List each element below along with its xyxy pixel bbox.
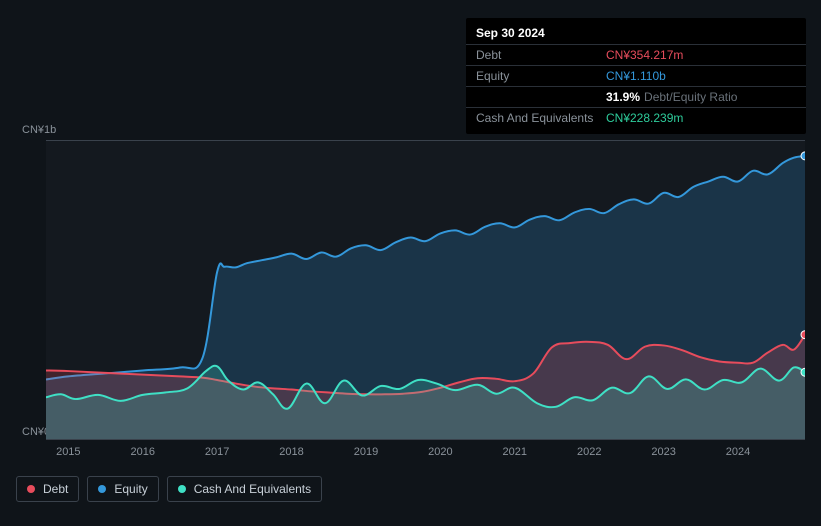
- tooltip-label-debt: Debt: [476, 48, 606, 62]
- tooltip-date: Sep 30 2024: [466, 24, 806, 44]
- x-tick: 2016: [130, 446, 154, 458]
- tooltip-value-ratio-label: Debt/Equity Ratio: [644, 90, 737, 104]
- series-svg: [46, 141, 805, 439]
- x-tick: 2019: [354, 446, 378, 458]
- x-axis-ticks: 2015 2016 2017 2018 2019 2020 2021 2022 2023 2024: [46, 446, 805, 466]
- x-tick: 2021: [503, 446, 527, 458]
- x-tick: 2020: [428, 446, 452, 458]
- tooltip-label-equity: Equity: [476, 69, 606, 83]
- tooltip-row-debt: Debt CN¥354.217m: [466, 44, 806, 65]
- x-tick: 2022: [577, 446, 601, 458]
- x-tick: 2017: [205, 446, 229, 458]
- tooltip-label-ratio: [476, 90, 606, 104]
- y-axis-label-top: CN¥1b: [22, 124, 56, 136]
- legend-item-debt[interactable]: Debt: [16, 476, 79, 502]
- legend: Debt Equity Cash And Equivalents: [16, 476, 322, 502]
- legend-label-equity: Equity: [114, 482, 147, 496]
- tooltip-value-ratio-pct: 31.9%: [606, 90, 640, 104]
- legend-label-cash: Cash And Equivalents: [194, 482, 311, 496]
- x-tick: 2015: [56, 446, 80, 458]
- legend-item-cash[interactable]: Cash And Equivalents: [167, 476, 322, 502]
- tooltip-value-equity: CN¥1.110b: [606, 69, 666, 83]
- x-tick: 2024: [726, 446, 750, 458]
- legend-dot-cash: [178, 485, 186, 493]
- tooltip-value-debt: CN¥354.217m: [606, 48, 683, 62]
- x-tick: 2018: [279, 446, 303, 458]
- legend-item-equity[interactable]: Equity: [87, 476, 158, 502]
- x-tick: 2023: [651, 446, 675, 458]
- legend-label-debt: Debt: [43, 482, 68, 496]
- tooltip-row-equity: Equity CN¥1.110b: [466, 65, 806, 86]
- tooltip-row-ratio: 31.9% Debt/Equity Ratio: [466, 86, 806, 107]
- chart-tooltip: Sep 30 2024 Debt CN¥354.217m Equity CN¥1…: [466, 18, 806, 134]
- legend-dot-equity: [98, 485, 106, 493]
- legend-dot-debt: [27, 485, 35, 493]
- chart: CN¥1b CN¥0 20152016201720182019202020212…: [16, 120, 805, 510]
- plot-area[interactable]: [46, 140, 805, 440]
